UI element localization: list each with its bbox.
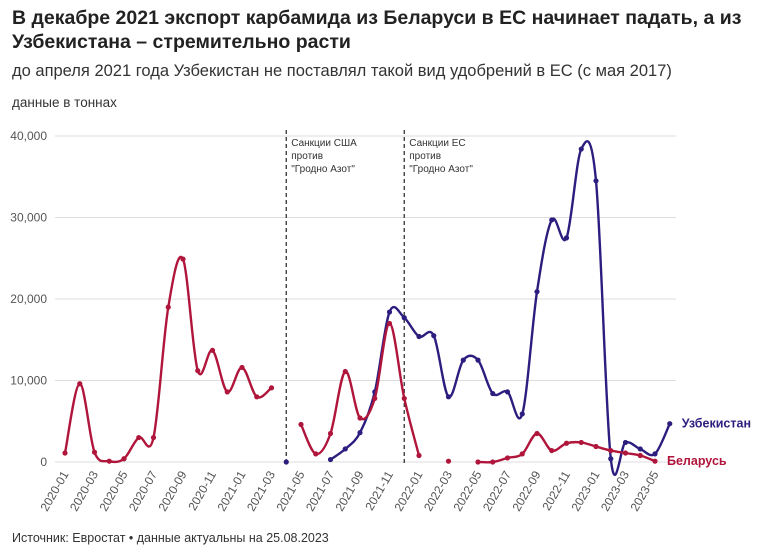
uzbekistan-point xyxy=(652,451,658,457)
uzbekistan-point xyxy=(283,459,289,465)
belarus-point xyxy=(372,395,378,402)
belarus-point xyxy=(519,451,525,457)
belarus-point xyxy=(106,458,112,464)
belarus-point xyxy=(239,364,245,371)
belarus-point xyxy=(534,430,540,437)
belarus-point xyxy=(298,421,304,428)
chart-subtitle: до апреля 2021 года Узбекистан не постав… xyxy=(12,62,672,80)
belarus-point xyxy=(475,459,481,465)
belarus-point xyxy=(224,389,230,395)
y-tick-label: 40,000 xyxy=(10,129,47,143)
uzbekistan-point xyxy=(637,446,643,452)
uzbekistan-point xyxy=(549,217,555,223)
uzbekistan-point xyxy=(460,357,466,363)
belarus-point xyxy=(165,304,171,310)
belarus-point xyxy=(490,459,496,465)
belarus-point xyxy=(121,456,127,462)
belarus-point xyxy=(91,449,98,455)
uzbekistan-point xyxy=(534,289,540,295)
sanction-label: против xyxy=(291,151,323,162)
uzbekistan-point xyxy=(667,421,673,427)
sanction-label: "Гродно Азот" xyxy=(291,164,355,175)
belarus-point xyxy=(578,439,584,446)
belarus-point xyxy=(608,447,614,454)
uzbekistan-line xyxy=(329,140,671,477)
belarus-point xyxy=(327,430,334,437)
uzbekistan-point xyxy=(431,333,437,339)
belarus-point xyxy=(62,450,68,456)
source-note: Источник: Евростат • данные актуальны на… xyxy=(12,531,329,545)
uzbekistan-point xyxy=(401,315,407,321)
belarus-point xyxy=(637,452,643,459)
belarus-point xyxy=(386,320,393,327)
belarus-point xyxy=(416,452,422,459)
belarus-point xyxy=(504,455,511,461)
uzbekistan-point xyxy=(357,430,363,436)
belarus-line xyxy=(477,432,656,464)
x-tick-label: 2020-09 xyxy=(155,468,189,513)
belarus-point xyxy=(563,440,570,446)
belarus-point xyxy=(622,450,629,456)
uzbekistan-point xyxy=(445,394,452,400)
sanction-label: Санкции ЕС xyxy=(409,138,465,149)
uzbekistan-point xyxy=(563,235,570,241)
uzbekistan-point xyxy=(519,411,525,417)
y-tick-label: 0 xyxy=(40,455,47,469)
uzbekistan-point xyxy=(386,309,393,315)
units-note: данные в тоннах xyxy=(12,95,117,110)
uzbekistan-point xyxy=(593,178,599,184)
x-tick-label: 2023-05 xyxy=(627,468,661,513)
belarus-point xyxy=(357,415,363,421)
sanction-label: Санкции США xyxy=(291,138,357,149)
uzbekistan-point xyxy=(416,333,422,340)
belarus-point xyxy=(150,434,157,441)
uzbekistan-point xyxy=(475,357,481,363)
uzbekistan-series-label: Узбекистан xyxy=(682,417,751,431)
sanction-label: "Гродно Азот" xyxy=(409,164,473,175)
belarus-point xyxy=(549,447,555,454)
belarus-point xyxy=(652,458,658,464)
belarus-point xyxy=(254,394,260,400)
uzbekistan-point xyxy=(578,146,584,152)
belarus-line xyxy=(63,255,273,464)
belarus-point xyxy=(136,434,142,441)
uzbekistan-point xyxy=(342,446,348,452)
belarus-point xyxy=(180,256,186,262)
uzbekistan-point xyxy=(504,389,511,395)
chart-title: В декабре 2021 экспорт карбамида из Бела… xyxy=(12,7,742,53)
y-tick-label: 10,000 xyxy=(10,374,47,388)
uzbekistan-point xyxy=(327,456,334,463)
belarus-series-label: Беларусь xyxy=(667,454,727,468)
belarus-point xyxy=(313,451,319,457)
y-tick-label: 20,000 xyxy=(10,292,47,306)
sanction-label: против xyxy=(409,151,441,162)
belarus-point xyxy=(209,347,216,353)
uzbekistan-point xyxy=(608,456,614,462)
belarus-point xyxy=(342,368,348,375)
y-tick-label: 30,000 xyxy=(10,211,47,225)
belarus-point xyxy=(445,458,452,464)
uzbekistan-point xyxy=(622,439,629,446)
belarus-line xyxy=(299,322,421,456)
belarus-point xyxy=(268,385,275,391)
x-tick-label: 2021-09 xyxy=(332,468,366,513)
belarus-point xyxy=(593,443,599,450)
uzbekistan-point xyxy=(490,390,496,397)
belarus-point xyxy=(77,381,83,387)
belarus-point xyxy=(195,368,201,374)
x-tick-label: 2022-09 xyxy=(509,468,543,513)
belarus-point xyxy=(401,395,407,402)
